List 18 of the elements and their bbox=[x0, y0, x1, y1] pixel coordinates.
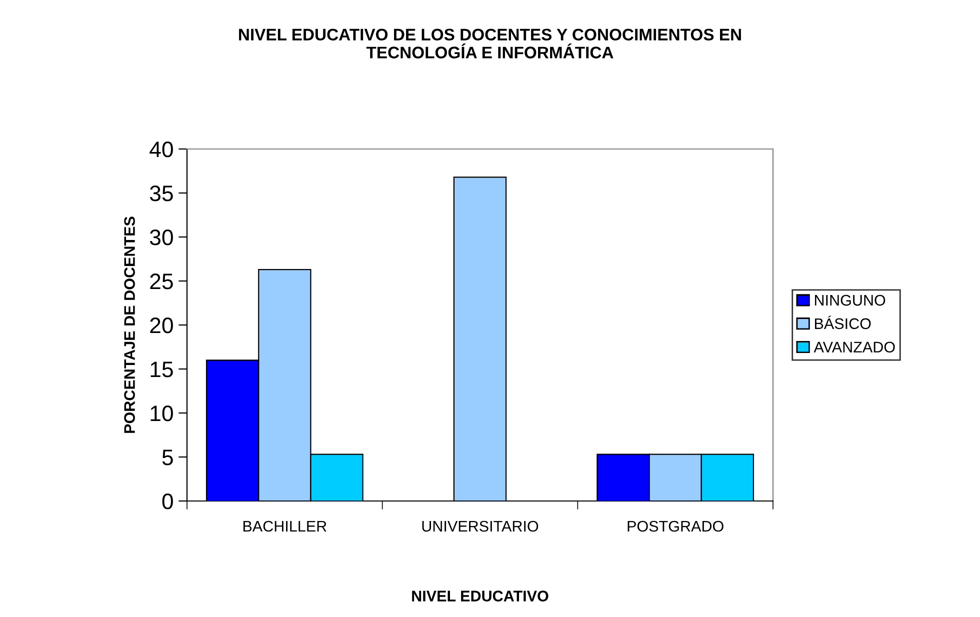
y-tick-label: 10 bbox=[150, 406, 173, 422]
y-tick-label: 20 bbox=[150, 318, 173, 334]
y-tick-label: 40 bbox=[150, 142, 173, 158]
legend-label: NINGUNO bbox=[815, 294, 886, 306]
y-tick-label: 35 bbox=[150, 186, 173, 202]
x-tick-label: UNIVERSITARIO bbox=[422, 520, 538, 532]
y-tick-label: 0 bbox=[162, 494, 173, 510]
y-tick-label: 15 bbox=[150, 362, 173, 378]
y-tick-label: 25 bbox=[150, 274, 173, 290]
x-tick-label: BACHILLER bbox=[243, 520, 326, 532]
y-tick-label: 30 bbox=[150, 230, 173, 246]
legend-label: BÁSICO bbox=[815, 316, 871, 330]
legend-label: AVANZADO bbox=[814, 342, 895, 353]
x-axis-title: NIVEL EDUCATIVO bbox=[412, 590, 548, 602]
x-tick-label: POSTGRADO bbox=[628, 520, 724, 532]
chart-title: NIVEL EDUCATIVO DE LOS DOCENTES Y CONOCIMIENTOS EN TECNOLOGÍA E INFORMÁTICA bbox=[239, 28, 741, 58]
y-tick-label: 5 bbox=[162, 450, 173, 466]
y-axis-title: PORCENTAJE DE DOCENTES bbox=[124, 216, 135, 433]
